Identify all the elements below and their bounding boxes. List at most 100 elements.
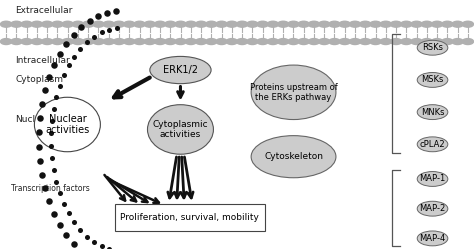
Circle shape — [431, 39, 443, 45]
Ellipse shape — [251, 65, 336, 120]
Circle shape — [462, 39, 474, 45]
Text: Extracellular: Extracellular — [16, 6, 73, 15]
Circle shape — [247, 21, 258, 27]
Circle shape — [164, 39, 176, 45]
Circle shape — [411, 21, 422, 27]
Point — [103, 10, 111, 14]
Circle shape — [319, 21, 330, 27]
Circle shape — [155, 39, 166, 45]
Point — [38, 102, 46, 106]
Point — [48, 156, 55, 160]
Point — [56, 84, 64, 88]
Circle shape — [360, 39, 371, 45]
Text: Nucleus: Nucleus — [16, 115, 52, 124]
Circle shape — [21, 21, 32, 27]
Circle shape — [226, 39, 237, 45]
Circle shape — [216, 21, 227, 27]
Circle shape — [62, 39, 73, 45]
Circle shape — [319, 39, 330, 45]
Text: RSKs: RSKs — [422, 43, 443, 52]
Circle shape — [175, 39, 186, 45]
Point — [83, 40, 91, 44]
Point — [48, 119, 55, 123]
Ellipse shape — [150, 57, 211, 84]
Point — [106, 247, 113, 249]
Point — [53, 180, 60, 184]
Point — [71, 220, 78, 224]
Point — [36, 159, 44, 163]
Point — [42, 88, 49, 92]
Point — [77, 228, 84, 232]
Circle shape — [113, 21, 125, 27]
Text: MAP-1: MAP-1 — [419, 175, 446, 184]
Circle shape — [370, 21, 381, 27]
Point — [91, 35, 98, 39]
Point — [60, 73, 68, 77]
Point — [65, 63, 73, 67]
Circle shape — [462, 21, 474, 27]
Circle shape — [82, 21, 94, 27]
Point — [60, 202, 68, 206]
Text: Cytoplasmic
activities: Cytoplasmic activities — [153, 120, 208, 139]
Point — [63, 233, 70, 237]
Circle shape — [380, 39, 392, 45]
Circle shape — [31, 21, 43, 27]
Circle shape — [124, 39, 135, 45]
Circle shape — [82, 39, 94, 45]
Point — [106, 28, 113, 32]
Circle shape — [401, 39, 412, 45]
Point — [94, 14, 102, 18]
Circle shape — [308, 39, 319, 45]
Circle shape — [401, 21, 412, 27]
Text: cPLA2: cPLA2 — [419, 140, 446, 149]
Circle shape — [360, 21, 371, 27]
Circle shape — [155, 21, 166, 27]
Text: MAP-4: MAP-4 — [419, 234, 446, 243]
Circle shape — [370, 39, 381, 45]
Ellipse shape — [417, 201, 448, 216]
Text: ERK1/2: ERK1/2 — [163, 65, 198, 75]
Point — [38, 173, 46, 177]
Circle shape — [277, 39, 289, 45]
Circle shape — [391, 39, 401, 45]
Ellipse shape — [417, 172, 448, 187]
Circle shape — [52, 39, 63, 45]
Circle shape — [452, 21, 463, 27]
Point — [56, 223, 64, 227]
Text: Intracellular: Intracellular — [16, 56, 70, 65]
Point — [50, 212, 58, 216]
Circle shape — [411, 39, 422, 45]
Circle shape — [185, 39, 197, 45]
Circle shape — [62, 21, 73, 27]
Text: Cytoskeleton: Cytoskeleton — [264, 152, 323, 161]
Circle shape — [308, 21, 319, 27]
Circle shape — [52, 21, 63, 27]
Circle shape — [431, 21, 443, 27]
Circle shape — [267, 21, 279, 27]
Circle shape — [42, 39, 53, 45]
Circle shape — [31, 39, 43, 45]
Ellipse shape — [35, 97, 100, 152]
Circle shape — [257, 21, 268, 27]
Circle shape — [442, 21, 453, 27]
Circle shape — [329, 21, 340, 27]
Circle shape — [421, 21, 432, 27]
Point — [47, 144, 55, 148]
Circle shape — [288, 21, 299, 27]
Circle shape — [175, 21, 186, 27]
Point — [36, 130, 43, 134]
Text: Proteins upstream of
the ERKs pathway: Proteins upstream of the ERKs pathway — [250, 83, 337, 102]
Point — [36, 116, 44, 120]
Point — [113, 26, 121, 30]
Circle shape — [339, 21, 350, 27]
Point — [70, 33, 77, 37]
Circle shape — [349, 21, 361, 27]
Circle shape — [144, 39, 155, 45]
Text: MAP-2: MAP-2 — [419, 204, 446, 213]
Circle shape — [124, 21, 135, 27]
Circle shape — [103, 21, 114, 27]
Circle shape — [257, 39, 268, 45]
Circle shape — [195, 39, 207, 45]
Circle shape — [421, 39, 432, 45]
Circle shape — [237, 39, 248, 45]
